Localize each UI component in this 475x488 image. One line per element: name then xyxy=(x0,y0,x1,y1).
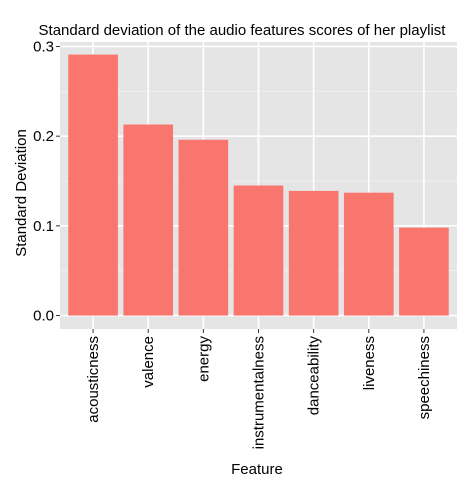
x-axis-title: Feature xyxy=(231,461,283,478)
chart-title: Standard deviation of the audio features… xyxy=(39,22,447,39)
x-axis-ticks: acousticness valence energy instrumentalnes… xyxy=(85,329,433,449)
bar-liveness xyxy=(343,192,394,316)
bar-speechiness xyxy=(399,227,449,316)
x-tick-label: liveness xyxy=(361,336,378,390)
bar-acousticness xyxy=(68,54,118,316)
bar-energy xyxy=(178,139,229,316)
y-tick-label: 0.3 xyxy=(33,38,54,55)
y-tick-label: 0.0 xyxy=(33,308,54,325)
x-tick-label: energy xyxy=(195,336,212,382)
x-tick-label: valence xyxy=(140,336,157,388)
bar-valence xyxy=(123,124,174,316)
x-tick-label: instrumentalness xyxy=(251,336,268,449)
x-tick-label: danceability xyxy=(306,336,323,416)
bar-instrumentalness xyxy=(233,185,284,316)
y-tick-label: 0.2 xyxy=(33,128,54,145)
bars xyxy=(68,54,449,316)
y-axis-ticks: 0.0 0.1 0.2 0.3 xyxy=(33,38,60,325)
bar-danceability xyxy=(288,190,339,316)
y-axis-title: Standard Deviation xyxy=(13,129,30,257)
x-tick-label: speechiness xyxy=(416,336,433,419)
x-tick-label: acousticness xyxy=(85,336,102,423)
y-tick-label: 0.1 xyxy=(33,218,54,235)
